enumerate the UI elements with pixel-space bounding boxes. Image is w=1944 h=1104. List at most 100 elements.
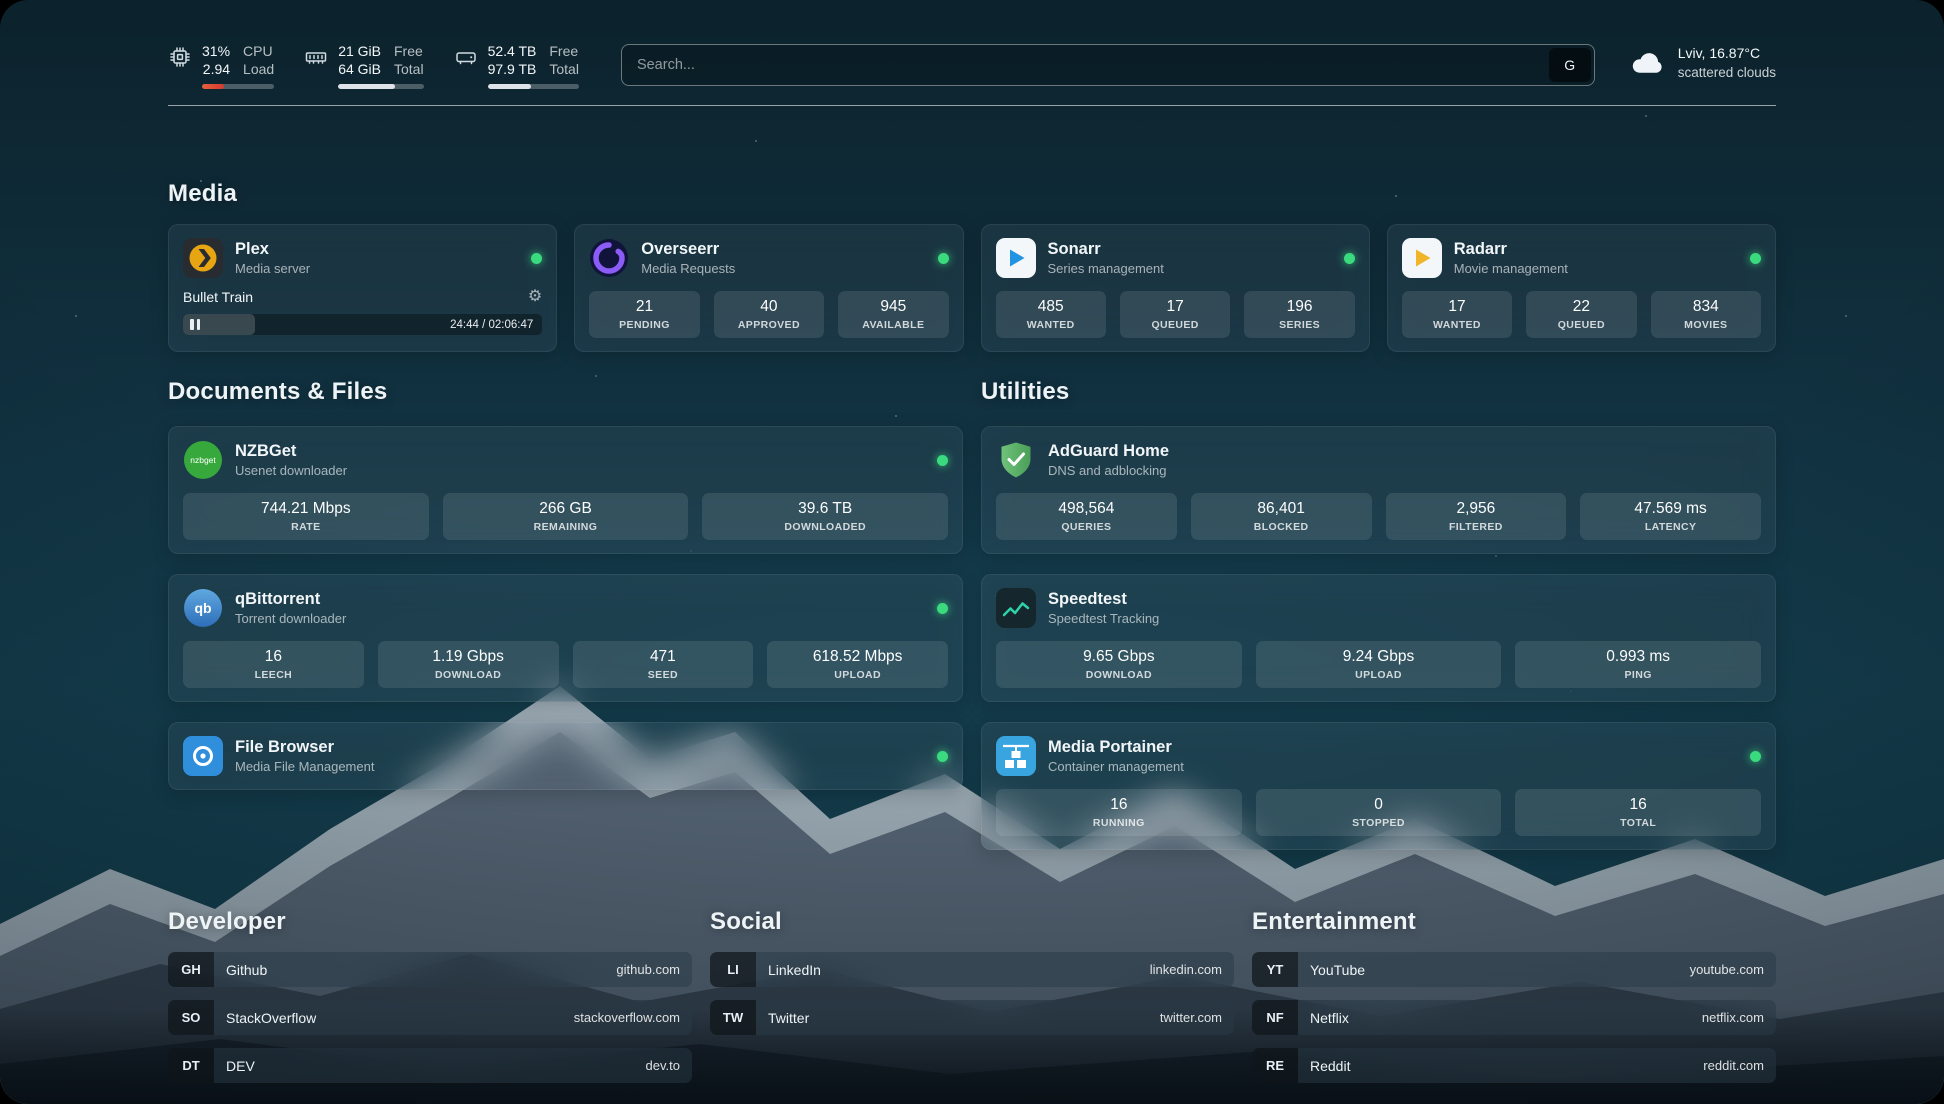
stat-label: APPROVED: [737, 319, 800, 331]
entertainment-section-title: Entertainment: [1252, 908, 1416, 935]
service-card-portainer: Media Portainer Container management 16 …: [981, 722, 1776, 850]
service-name: NZBGet: [235, 442, 297, 460]
service-name: Speedtest: [1048, 590, 1127, 608]
bookmark-domain: reddit.com: [1703, 1058, 1764, 1073]
bookmark-twitter[interactable]: TW Twitter twitter.com: [710, 1000, 1234, 1035]
service-card-speedtest: Speedtest Speedtest Tracking 9.65 Gbps D…: [981, 574, 1776, 702]
service-name: Media Portainer: [1048, 738, 1172, 756]
bookmark-youtube[interactable]: YT YouTube youtube.com: [1252, 952, 1776, 987]
sonarr-link[interactable]: Sonarr Series management: [995, 238, 1355, 278]
service-name: Plex: [235, 240, 269, 258]
media-section-title: Media: [168, 180, 238, 207]
status-dot: [937, 252, 949, 264]
bookmark-abbr: YT: [1252, 952, 1298, 987]
cpu-widget: 31% 2.94 CPU Load: [168, 42, 275, 89]
section-entertainment: Entertainment YT YouTube youtube.com NF …: [1252, 908, 1776, 1083]
service-card-plex: Plex Media server Bullet Train ⚙ 24:44 /…: [168, 224, 558, 352]
stat-value: 22: [1572, 298, 1590, 315]
qbittorrent-icon: qb: [183, 588, 223, 628]
search-input[interactable]: [624, 57, 1549, 73]
disk-total-label: Total: [549, 61, 579, 77]
bookmark-name: StackOverflow: [226, 1009, 317, 1026]
bookmark-netflix[interactable]: NF Netflix netflix.com: [1252, 1000, 1776, 1035]
plex-progress-bar: 24:44 / 02:06:47: [183, 314, 543, 335]
topbar-divider: [168, 105, 1776, 106]
stat-label: RATE: [291, 521, 321, 533]
service-name: AdGuard Home: [1048, 442, 1170, 460]
bookmark-name: Twitter: [768, 1009, 810, 1026]
section-documents: Documents & Files nzbget NZBGet Usenet d: [168, 378, 963, 850]
memory-free-label: Free: [394, 43, 423, 59]
stat-queued: 17 QUEUED: [1119, 291, 1231, 338]
stat-label: LATENCY: [1644, 521, 1697, 533]
stat-label: DOWNLOAD: [1085, 669, 1152, 681]
status-dot: [1750, 750, 1761, 762]
gear-icon[interactable]: ⚙: [527, 288, 543, 305]
stat-value: 834: [1692, 298, 1719, 315]
stat-value: 196: [1286, 298, 1313, 315]
stat-value: 21: [635, 298, 654, 315]
overseerr-link[interactable]: Overseerr Media Requests: [589, 238, 949, 278]
cpu-load-value: 2.94: [202, 61, 231, 77]
adguard-link[interactable]: AdGuard Home DNS and adblocking: [996, 440, 1761, 480]
disk-usage-bar: [487, 84, 579, 89]
filebrowser-link[interactable]: File Browser Media File Management: [183, 736, 948, 776]
developer-section-title: Developer: [168, 908, 286, 935]
stat-value: 16: [264, 648, 282, 665]
radarr-link[interactable]: Radarr Movie management: [1401, 238, 1761, 278]
bookmark-name: YouTube: [1310, 961, 1366, 978]
bookmark-abbr: RE: [1252, 1048, 1298, 1083]
service-subtitle: Speedtest Tracking: [1048, 611, 1160, 626]
stat-value: 47.569 ms: [1634, 500, 1707, 517]
filebrowser-icon: [183, 736, 223, 776]
qbittorrent-link[interactable]: qb qBittorrent Torrent downloader: [183, 588, 948, 628]
stat-label: FILTERED: [1448, 521, 1503, 533]
stat-latency: 47.569 ms LATENCY: [1580, 493, 1761, 540]
bookmark-abbr: NF: [1252, 1000, 1298, 1035]
ram-icon: [304, 45, 328, 69]
bookmark-reddit[interactable]: RE Reddit reddit.com: [1252, 1048, 1776, 1083]
service-subtitle: Movie management: [1453, 261, 1568, 276]
stat-upload: 9.24 Gbps UPLOAD: [1255, 641, 1502, 688]
stat-download: 1.19 Gbps DOWNLOAD: [377, 641, 559, 688]
stat-movies: 834 MOVIES: [1650, 291, 1762, 338]
overseerr-icon: [589, 238, 629, 278]
stat-label: PING: [1624, 669, 1652, 681]
stat-value: 0: [1374, 796, 1383, 813]
disk-total-value: 97.9 TB: [487, 61, 537, 77]
bookmark-name: DEV: [226, 1057, 255, 1074]
pause-icon[interactable]: [190, 319, 200, 330]
search-provider-button[interactable]: G: [1548, 48, 1591, 82]
stat-value: 17: [1448, 298, 1466, 315]
now-playing-title: Bullet Train: [183, 289, 254, 305]
service-subtitle: Media Requests: [641, 261, 736, 276]
stat-value: 1.19 Gbps: [432, 648, 504, 665]
portainer-link[interactable]: Media Portainer Container management: [996, 736, 1761, 776]
service-name: Radarr: [1453, 240, 1507, 258]
service-card-filebrowser: File Browser Media File Management: [168, 722, 963, 790]
status-dot: [937, 750, 948, 762]
stat-label: SEED: [647, 669, 678, 681]
bookmark-github[interactable]: GH Github github.com: [168, 952, 692, 987]
svg-text:nzbget: nzbget: [190, 455, 216, 465]
bookmark-dev[interactable]: DT DEV dev.to: [168, 1048, 692, 1083]
stat-label: UPLOAD: [1355, 669, 1402, 681]
nzbget-link[interactable]: nzbget NZBGet Usenet downloader: [183, 440, 948, 480]
plex-link[interactable]: Plex Media server: [183, 238, 543, 278]
stat-queued: 22 QUEUED: [1526, 291, 1637, 338]
search-bar: G: [620, 44, 1595, 86]
bookmark-stackoverflow[interactable]: SO StackOverflow stackoverflow.com: [168, 1000, 692, 1035]
stat-value: 2,956: [1456, 500, 1496, 517]
bookmark-linkedin[interactable]: LI LinkedIn linkedin.com: [710, 952, 1234, 987]
stat-label: PENDING: [619, 319, 670, 331]
stat-label: TOTAL: [1620, 817, 1657, 829]
stat-label: QUEUED: [1151, 319, 1199, 331]
memory-usage-bar: [338, 84, 424, 89]
speedtest-link[interactable]: Speedtest Speedtest Tracking: [996, 588, 1761, 628]
service-name: qBittorrent: [235, 590, 321, 608]
stat-upload: 618.52 Mbps UPLOAD: [767, 641, 948, 688]
stat-label: QUERIES: [1061, 521, 1112, 533]
bookmark-name: Github: [226, 961, 268, 978]
stat-seed: 471 SEED: [572, 641, 754, 688]
status-dot: [937, 454, 948, 466]
